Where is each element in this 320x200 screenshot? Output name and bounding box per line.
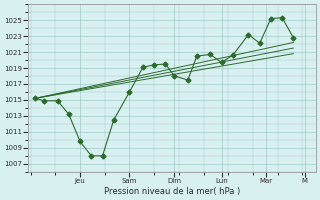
X-axis label: Pression niveau de la mer( hPa ): Pression niveau de la mer( hPa )	[104, 187, 240, 196]
